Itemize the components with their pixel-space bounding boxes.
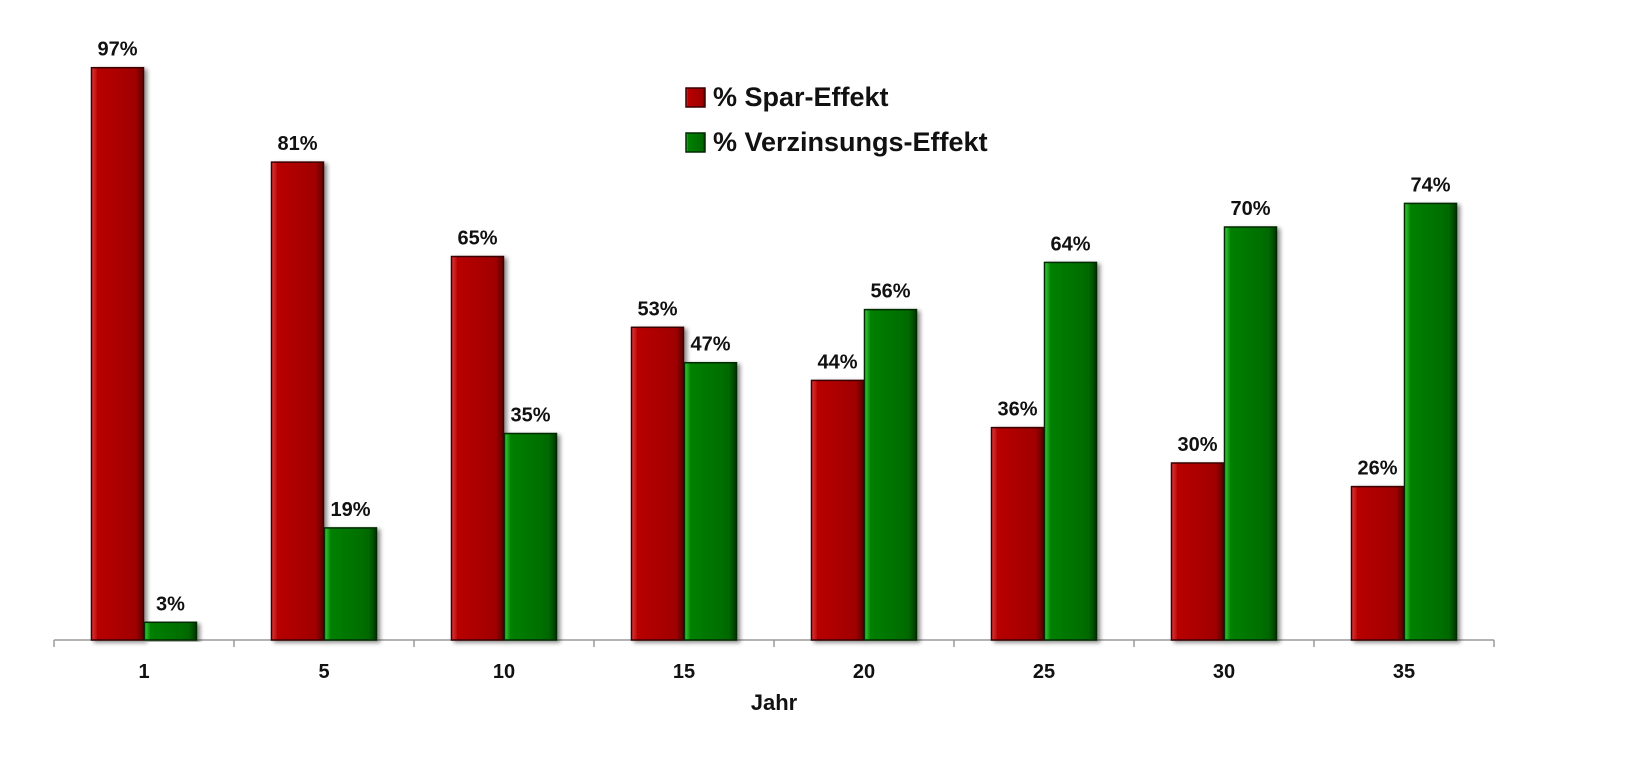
bar-spar-1 — [90, 66, 145, 641]
x-tick-label: 15 — [673, 661, 695, 683]
x-tick-label: 5 — [318, 661, 329, 683]
data-label-spar-25: 36% — [997, 399, 1037, 421]
x-axis-ticks — [53, 640, 1495, 647]
data-label-verzinsung-15: 47% — [690, 334, 730, 356]
bar-spar-20 — [810, 379, 865, 641]
x-tick-label: 1 — [138, 661, 149, 683]
bar-verzinsung-10 — [503, 432, 558, 641]
data-label-spar-35: 26% — [1357, 458, 1397, 480]
x-tick-label-group: 1 5 10 15 20 25 30 35 — [138, 661, 1415, 683]
data-label-spar-1: 97% — [97, 39, 137, 61]
bar-spar-5 — [270, 161, 325, 641]
bar-spar-35 — [1350, 485, 1405, 641]
legend-item-verzinsung: % Verzinsungs-Effekt — [685, 127, 988, 157]
legend-swatch — [685, 87, 706, 108]
x-tick-label: 20 — [853, 661, 875, 683]
x-tick-label: 30 — [1213, 661, 1235, 683]
legend-swatch — [685, 132, 706, 153]
data-label-verzinsung-10: 35% — [510, 405, 550, 427]
bar-verzinsung-15 — [683, 361, 738, 641]
legend-label: % Verzinsungs-Effekt — [713, 127, 988, 157]
data-label-spar-30: 30% — [1177, 434, 1217, 456]
legend: % Spar-Effekt % Verzinsungs-Effekt — [685, 82, 988, 157]
plot-area: 97% 3% 81% 19% 65% 35% 53% 47% 44% 56% 36% 64% 30% 70… — [53, 39, 1495, 683]
bar-spar-10 — [450, 255, 505, 641]
data-label-spar-5: 81% — [277, 133, 317, 155]
bar-verzinsung-35 — [1403, 202, 1458, 641]
data-label-verzinsung-1: 3% — [156, 593, 185, 615]
bar-verzinsung-20 — [863, 308, 918, 641]
x-tick-label: 25 — [1033, 661, 1055, 683]
legend-item-spar: % Spar-Effekt — [685, 82, 889, 112]
bar-verzinsung-30 — [1223, 226, 1278, 641]
x-tick-label: 10 — [493, 661, 515, 683]
data-label-verzinsung-25: 64% — [1050, 233, 1090, 255]
bar-spar-30 — [1170, 462, 1225, 641]
bar-series-group — [90, 66, 1458, 641]
bar-spar-25 — [990, 426, 1045, 641]
data-label-verzinsung-30: 70% — [1230, 198, 1270, 220]
legend-label: % Spar-Effekt — [713, 82, 889, 112]
bar-verzinsung-25 — [1043, 261, 1098, 641]
data-label-spar-20: 44% — [817, 351, 857, 373]
x-axis-title: Jahr — [751, 690, 798, 715]
data-label-verzinsung-5: 19% — [330, 499, 370, 521]
bar-verzinsung-1 — [143, 621, 198, 641]
x-tick-label: 35 — [1393, 661, 1415, 683]
bar-verzinsung-5 — [323, 527, 378, 641]
data-label-spar-10: 65% — [457, 228, 497, 250]
data-label-verzinsung-20: 56% — [870, 281, 910, 303]
data-label-spar-15: 53% — [637, 298, 677, 320]
bar-spar-15 — [630, 326, 685, 641]
data-label-verzinsung-35: 74% — [1410, 174, 1450, 196]
data-label-group: 97% 3% 81% 19% 65% 35% 53% 47% 44% 56% 36% 64% 30% 70… — [97, 39, 1450, 616]
